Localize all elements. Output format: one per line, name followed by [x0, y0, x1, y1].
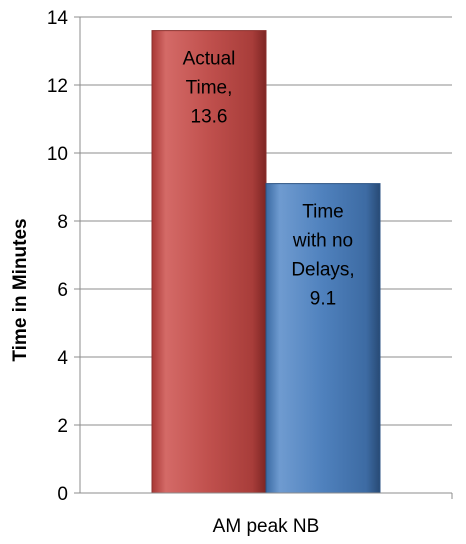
bar-time-with-no-delays [265, 183, 381, 494]
y-tick-label: 14 [47, 8, 69, 29]
y-tick-label: 10 [47, 144, 68, 165]
data-label-line: Time [302, 202, 344, 223]
data-label-line: with no [292, 231, 353, 252]
axes [74, 16, 453, 499]
data-label-line: Delays, [291, 260, 354, 281]
bar-actual-time [151, 30, 267, 494]
data-label-line: 9.1 [310, 289, 336, 310]
y-tick-label: 8 [57, 212, 68, 233]
data-label-line: 13.6 [191, 107, 228, 128]
category-labels: AM peak NB [213, 516, 320, 537]
y-tick-label: 6 [57, 280, 68, 301]
y-tick-label: 2 [57, 416, 68, 437]
x-category-label: AM peak NB [213, 516, 320, 537]
y-axis-title: Time in Minutes [10, 218, 31, 361]
data-label-line: Actual [183, 49, 236, 70]
y-tick-label: 4 [57, 348, 68, 369]
y-tick-labels: 0 2 4 6 8 10 12 14 [47, 8, 69, 505]
data-labels: Actual Time, 13.6 Time with no Delays, 9.1 [183, 49, 355, 310]
data-label-line: Time, [186, 78, 233, 99]
y-tick-label: 12 [47, 76, 68, 97]
y-tick-label: 0 [57, 484, 68, 505]
